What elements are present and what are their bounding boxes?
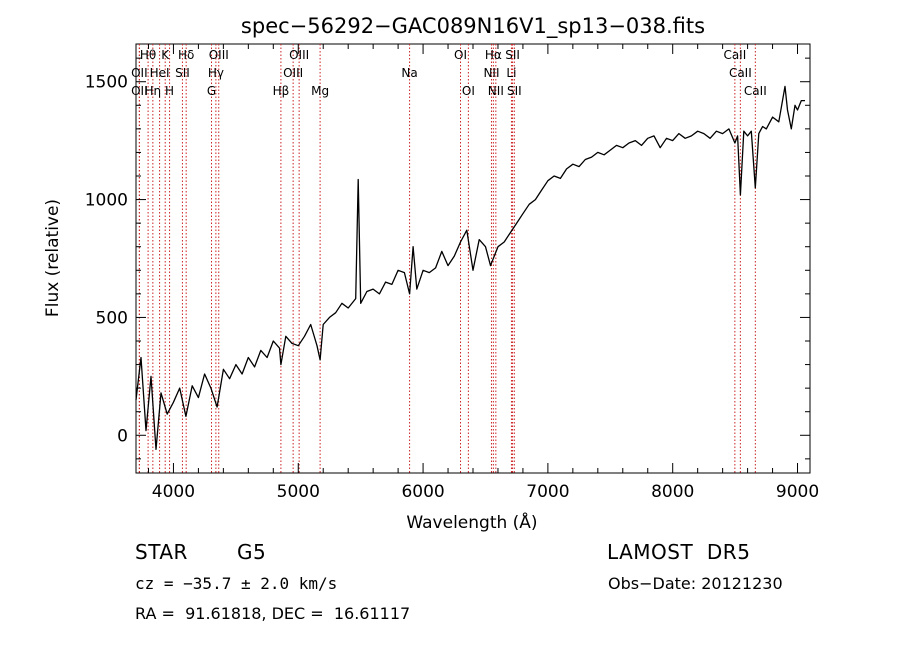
line-label-6: Hα — [485, 48, 502, 62]
line-label-7: SII — [505, 48, 520, 62]
y-axis-label: Flux (relative) — [43, 199, 63, 317]
line-label-10: HeI — [150, 66, 170, 80]
x-tick-label-5: 9000 — [776, 482, 819, 502]
line-label-12: Hγ — [208, 66, 224, 80]
object-subclass: G5 — [237, 540, 267, 564]
line-label-18: OII — [131, 84, 148, 98]
line-label-3: OIII — [209, 48, 229, 62]
line-label-5: OI — [454, 48, 467, 62]
line-label-16: Li — [506, 66, 516, 80]
observation-date: Obs−Date: 20121230 — [608, 574, 783, 593]
object-class: STAR — [135, 540, 188, 564]
line-label-23: Mg — [311, 84, 329, 98]
line-label-25: NII — [488, 84, 504, 98]
line-label-0: Hθ — [140, 48, 156, 62]
survey-name: LAMOST DR5 — [607, 540, 751, 564]
line-label-2: Hδ — [178, 48, 194, 62]
line-label-27: CaII — [744, 84, 767, 98]
x-tick-label-3: 7000 — [526, 482, 569, 502]
line-label-22: Hβ — [273, 84, 290, 98]
line-label-4: OIII — [289, 48, 309, 62]
y-tick-label-3: 1500 — [85, 73, 128, 93]
chart-title: spec−56292−GAC089N16V1_sp13−038.fits — [241, 14, 705, 39]
line-label-8: CaII — [723, 48, 746, 62]
x-tick-label-0: 4000 — [152, 482, 195, 502]
line-label-19: Hη — [145, 84, 162, 98]
axis-ticks: 4000 5000 6000 7000 8000 9000 0 500 1000 1500 — [85, 44, 819, 502]
coordinates: RA = 91.61818, DEC = 16.61117 — [135, 604, 411, 623]
spectral-line-markers — [138, 44, 756, 473]
line-label-9: OII — [131, 66, 148, 80]
line-label-24: OI — [462, 84, 475, 98]
line-label-17: CaII — [729, 66, 752, 80]
line-label-15: NII — [483, 66, 499, 80]
y-tick-label-1: 500 — [96, 308, 128, 328]
line-label-11: SII — [175, 66, 190, 80]
plot-frame — [135, 43, 811, 474]
line-label-20: H — [165, 84, 174, 98]
x-tick-label-2: 6000 — [401, 482, 444, 502]
line-label-13: OIII — [283, 66, 303, 80]
x-tick-label-1: 5000 — [277, 482, 320, 502]
redshift-info: cz = −35.7 ± 2.0 km/s — [135, 574, 338, 593]
line-label-14: Na — [401, 66, 417, 80]
x-axis-label: Wavelength (Å) — [406, 511, 537, 533]
x-tick-label-4: 8000 — [651, 482, 694, 502]
y-tick-label-0: 0 — [117, 426, 128, 446]
y-tick-label-2: 1000 — [85, 191, 128, 211]
line-label-1: K — [161, 48, 170, 62]
spectrum-line — [135, 85, 805, 451]
line-label-26: SII — [507, 84, 522, 98]
line-label-21: G — [207, 84, 216, 98]
